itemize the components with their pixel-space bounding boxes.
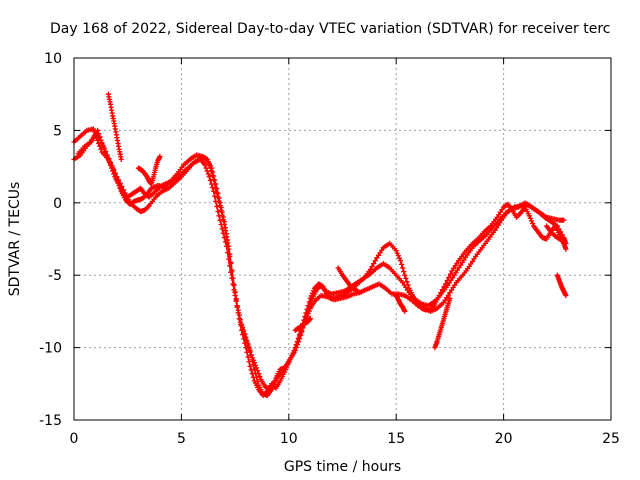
axis-ticks: 0 5 10 15 20 25 -15 -10 -5 0 5 10	[39, 51, 620, 447]
x-tick-label: 0	[70, 431, 79, 447]
x-tick-label: 10	[280, 431, 298, 447]
x-axis-label: GPS time / hours	[284, 459, 401, 475]
series-markers	[554, 272, 569, 299]
series-track-2	[75, 132, 567, 398]
series-markers	[71, 127, 569, 393]
series-markers	[335, 265, 363, 296]
y-tick-label: -15	[39, 413, 62, 429]
series-markers	[292, 316, 313, 333]
series-segment-d	[335, 265, 363, 296]
grid	[74, 58, 611, 420]
y-axis-label: SDTVAR / TECUs	[7, 182, 23, 297]
series-line	[73, 128, 567, 397]
x-tick-label: 25	[602, 431, 620, 447]
series-markers	[71, 126, 569, 398]
y-tick-label: 10	[44, 51, 62, 67]
y-tick-label: 0	[53, 196, 62, 212]
series-segment-b	[135, 153, 163, 187]
series-markers	[393, 292, 408, 314]
y-tick-label: -10	[39, 341, 62, 357]
series-segment-c	[292, 316, 313, 333]
series-track-1	[71, 126, 569, 398]
series-segment-e	[393, 292, 408, 314]
series-segment-a	[105, 91, 124, 162]
series-line	[73, 129, 567, 391]
series-markers	[543, 223, 567, 245]
series-line	[77, 133, 564, 397]
series-segment-g	[554, 272, 569, 299]
x-tick-label: 20	[495, 431, 513, 447]
series-markers	[105, 91, 124, 162]
x-tick-label: 15	[387, 431, 405, 447]
series-segment-h	[543, 223, 567, 245]
chart-title: Day 168 of 2022, Sidereal Day-to-day VTE…	[50, 21, 610, 37]
y-tick-label: 5	[53, 123, 62, 139]
x-tick-label: 5	[177, 431, 186, 447]
y-tick-label: -5	[48, 268, 62, 284]
series-markers	[75, 132, 567, 398]
plot-frame	[73, 57, 612, 421]
series-track-3	[71, 127, 569, 393]
series-segment-f	[432, 295, 453, 351]
plot-series	[71, 91, 569, 398]
series-markers	[432, 295, 453, 351]
series-markers	[135, 153, 163, 187]
